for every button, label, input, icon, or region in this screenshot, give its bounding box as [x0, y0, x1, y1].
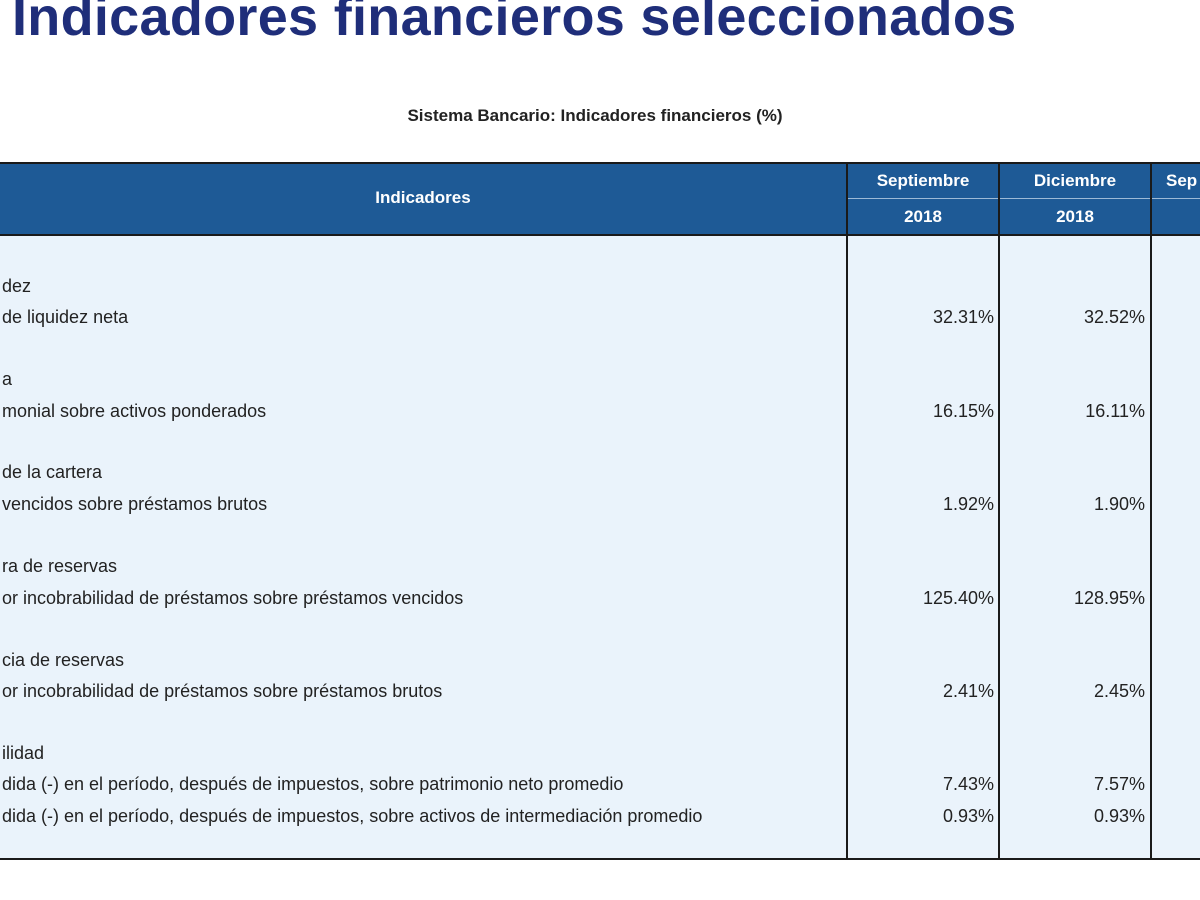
header-col-1-month: Septiembre [876, 171, 970, 190]
row-value-sep-2018: 0.93% [942, 806, 994, 826]
header-col-2-year: 2018 [1056, 207, 1094, 226]
group-heading: ilidad [2, 743, 45, 763]
group-heading: cia de reservas [2, 650, 125, 670]
row-label: or incobrabilidad de préstamos sobre pré… [2, 588, 464, 608]
column-divider [998, 164, 1000, 858]
row-value-dic-2018: 32.52% [1083, 307, 1145, 327]
header-col-3-month: Sep [1166, 171, 1198, 190]
header-col-2-month: Diciembre [1033, 171, 1117, 190]
row-label: or incobrabilidad de préstamos sobre pré… [2, 681, 443, 701]
row-value-dic-2018: 16.11% [1085, 401, 1145, 421]
row-label: de liquidez neta [2, 307, 129, 327]
indicators-table: Indicadores Septiembre 2018 Diciembre 20… [0, 162, 1200, 860]
row-value-dic-2018: 128.95% [1073, 588, 1145, 608]
table-subtitle: Sistema Bancario: Indicadores financiero… [407, 106, 783, 125]
group-heading: ra de reservas [2, 556, 118, 576]
group-heading: de la cartera [2, 462, 103, 482]
row-label: dida (-) en el período, después de impue… [2, 774, 624, 794]
row-value-dic-2018: 1.90% [1093, 494, 1145, 514]
row-value-dic-2018: 2.45% [1093, 681, 1145, 701]
row-value-sep-2018: 32.31% [932, 307, 994, 327]
column-divider [1150, 164, 1152, 858]
row-value-sep-2018: 125.40% [922, 588, 994, 608]
header-col-1-year: 2018 [904, 207, 942, 226]
table-header: Indicadores Septiembre 2018 Diciembre 20… [0, 164, 1200, 236]
row-value-dic-2018: 7.57% [1093, 774, 1145, 794]
group-heading: a [2, 369, 13, 389]
header-split-line [848, 198, 1200, 199]
group-heading: dez [2, 276, 32, 296]
row-value-sep-2018: 7.43% [942, 774, 994, 794]
row-value-sep-2018: 2.41% [942, 681, 994, 701]
header-indicators: Indicadores [375, 188, 471, 207]
page-title: Indicadores financieros seleccionados [12, 0, 1017, 47]
row-value-sep-2018: 1.92% [942, 494, 994, 514]
row-label: dida (-) en el período, después de impue… [2, 806, 703, 826]
row-label: vencidos sobre préstamos brutos [2, 494, 268, 514]
row-value-sep-2018: 16.15% [932, 401, 994, 421]
row-label: monial sobre activos ponderados [2, 401, 267, 421]
row-value-dic-2018: 0.93% [1093, 806, 1145, 826]
column-divider [846, 164, 848, 858]
